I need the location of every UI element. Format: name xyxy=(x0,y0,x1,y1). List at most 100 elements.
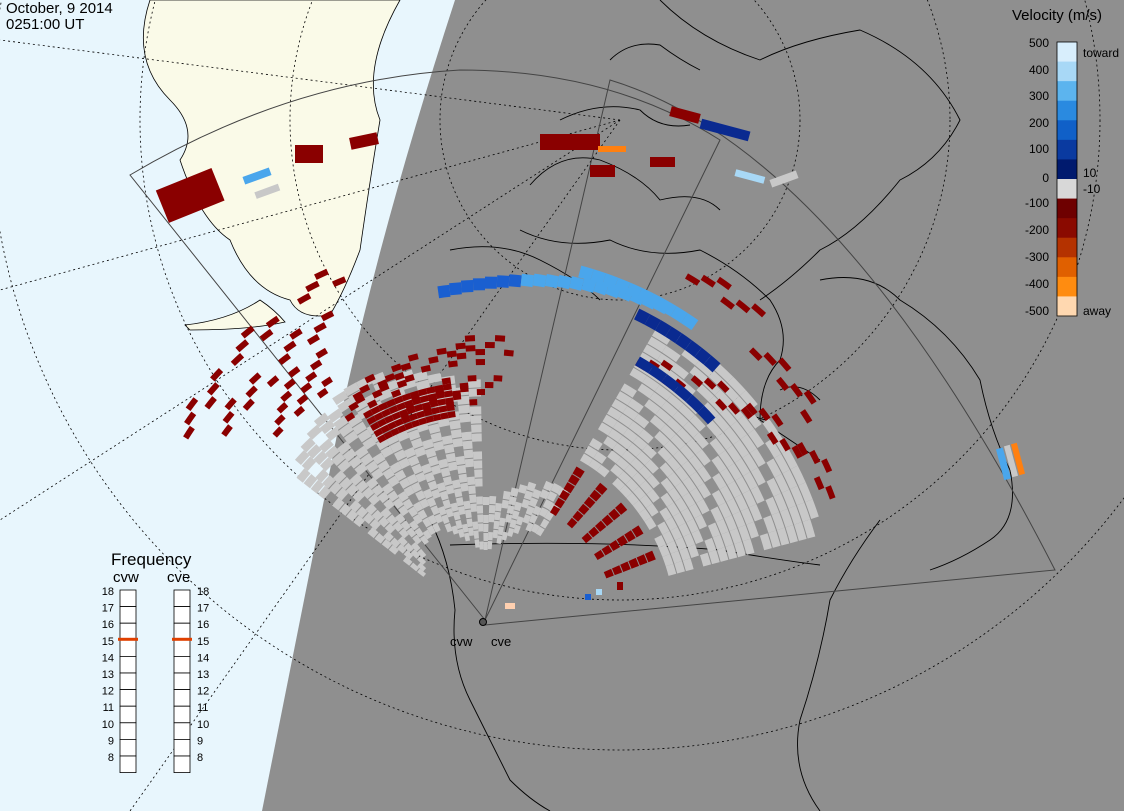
scatter-cell xyxy=(718,502,732,519)
scatter-cell xyxy=(479,541,484,550)
scatter-cell xyxy=(733,439,750,458)
scatter-cell xyxy=(781,489,796,509)
scatter-cell xyxy=(628,557,640,569)
frequency-cell xyxy=(119,755,137,774)
scatter-cell xyxy=(675,333,692,350)
scatter-cell xyxy=(414,527,424,538)
scatter-cell xyxy=(385,398,396,408)
frequency-selected-marker xyxy=(172,637,192,641)
scatter-cell xyxy=(206,382,220,396)
scatter-cell xyxy=(446,350,457,358)
scatter-cell xyxy=(630,457,645,472)
frequency-cell xyxy=(119,656,137,674)
scatter-cell xyxy=(596,589,602,595)
scatter-cell xyxy=(407,429,421,441)
scatter-cell xyxy=(455,455,466,466)
scatter-cell xyxy=(658,544,670,557)
scatter-cell xyxy=(183,425,195,440)
scatter-cell xyxy=(204,396,217,410)
scatter-cell xyxy=(673,450,688,466)
scatter-cell xyxy=(742,538,755,555)
scatter-cell xyxy=(732,511,746,528)
scatter-cell xyxy=(473,530,479,539)
scatter-cell xyxy=(469,399,478,406)
scatter-cell xyxy=(763,515,777,533)
scatter-cell xyxy=(397,424,407,434)
scatter-cell xyxy=(803,389,817,405)
scatter-cell xyxy=(434,384,444,393)
scatter-cell xyxy=(472,521,479,530)
scatter-cell xyxy=(622,406,639,421)
scatter-cell xyxy=(546,491,558,502)
scatter-cell xyxy=(319,438,334,453)
scatter-cell xyxy=(430,505,440,516)
scatter-cell xyxy=(790,465,806,486)
scatter-cell xyxy=(501,499,510,509)
scatter-cell xyxy=(720,296,735,310)
scatter-cell xyxy=(417,388,428,397)
date-label: October, 9 2014 xyxy=(6,0,113,17)
scatter-cell xyxy=(315,347,328,359)
scatter-cell xyxy=(436,482,447,493)
scatter-cell xyxy=(339,476,353,490)
scatter-cell xyxy=(714,364,734,383)
scatter-cell xyxy=(773,493,788,512)
colorbar-swatch xyxy=(1057,120,1077,141)
scatter-cell xyxy=(708,549,720,565)
scatter-cell xyxy=(643,344,662,360)
scatter-cell xyxy=(657,446,673,462)
frequency-cell xyxy=(173,739,191,757)
scatter-cell xyxy=(411,463,423,475)
scatter-cell xyxy=(443,390,453,398)
scatter-cell xyxy=(625,478,639,492)
scatter-cell xyxy=(719,408,737,427)
scatter-cell xyxy=(348,401,359,412)
scatter-cell xyxy=(666,417,683,434)
scatter-cell xyxy=(370,405,381,415)
scatter-cell xyxy=(377,460,391,473)
scatter-cell xyxy=(242,167,272,185)
scatter-cell xyxy=(612,477,626,491)
scatter-cell xyxy=(539,489,550,500)
scatter-cell xyxy=(669,106,701,124)
frequency-cell xyxy=(119,606,137,624)
scatter-cell xyxy=(689,366,708,384)
scatter-cell xyxy=(809,449,821,465)
scatter-cell xyxy=(303,474,318,489)
scatter-cell xyxy=(381,408,392,418)
scatter-cell xyxy=(415,471,427,483)
scatter-cell xyxy=(432,441,445,452)
scatter-cell xyxy=(377,418,387,428)
scatter-cell xyxy=(620,561,631,572)
frequency-tick-label: 8 xyxy=(197,752,203,764)
scatter-cell xyxy=(430,464,442,476)
scatter-cell xyxy=(474,469,483,478)
scatter-cell xyxy=(325,426,341,442)
scatter-cell xyxy=(398,457,411,469)
scatter-cell xyxy=(337,398,353,413)
scatter-cell xyxy=(607,450,621,464)
scatter-cell xyxy=(644,517,657,530)
scatter-cell xyxy=(437,458,449,469)
scatter-cell xyxy=(540,134,600,150)
scatter-cell xyxy=(608,508,621,521)
scatter-cell xyxy=(383,430,393,440)
scatter-cell xyxy=(283,340,297,353)
scatter-cell xyxy=(581,532,593,544)
scatter-cell xyxy=(681,460,697,477)
scatter-cell xyxy=(661,374,681,392)
scatter-cell xyxy=(532,505,542,516)
scatter-cell xyxy=(616,391,633,406)
scatter-cell xyxy=(627,398,644,414)
scatter-cell xyxy=(636,451,651,466)
scatter-cell xyxy=(659,462,674,478)
scatter-cell xyxy=(474,478,483,487)
scatter-cell xyxy=(691,529,704,545)
scatter-cell xyxy=(352,421,367,435)
scatter-cell xyxy=(659,507,673,521)
scatter-cell xyxy=(738,525,751,542)
scatter-cell xyxy=(513,501,523,512)
scatter-cell xyxy=(644,550,656,563)
scatter-cell xyxy=(662,554,674,567)
